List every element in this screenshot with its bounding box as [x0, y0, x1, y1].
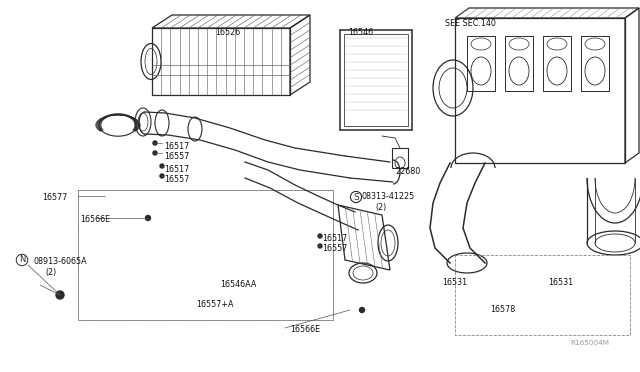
Bar	[78, 190, 333, 320]
Text: S: S	[353, 192, 359, 202]
Text: 16557+A: 16557+A	[196, 300, 234, 309]
Text: SEE SEC.140: SEE SEC.140	[445, 19, 496, 28]
Circle shape	[318, 234, 322, 238]
Circle shape	[360, 308, 365, 312]
Text: 16546AA: 16546AA	[220, 280, 257, 289]
Text: N: N	[19, 256, 25, 264]
Text: 16557: 16557	[322, 244, 348, 253]
Circle shape	[160, 164, 164, 168]
Text: 16557: 16557	[164, 175, 189, 184]
Bar	[581, 36, 609, 91]
Text: 16531: 16531	[548, 278, 573, 287]
Text: 08913-6065A: 08913-6065A	[34, 257, 88, 266]
Bar	[78, 190, 333, 320]
Text: 16578: 16578	[490, 305, 515, 314]
Bar	[455, 255, 630, 335]
Bar	[392, 148, 408, 168]
Circle shape	[318, 244, 322, 248]
Text: 22680: 22680	[395, 167, 420, 176]
Text: 16557: 16557	[164, 152, 189, 161]
Text: (2): (2)	[45, 268, 56, 277]
Text: 16526: 16526	[215, 28, 240, 37]
Text: (2): (2)	[375, 203, 387, 212]
Circle shape	[160, 174, 164, 178]
Text: 16577: 16577	[42, 193, 67, 202]
Bar	[340, 30, 412, 130]
Text: 16566E: 16566E	[80, 215, 110, 224]
Bar	[505, 36, 533, 91]
Text: R165004M: R165004M	[570, 340, 609, 346]
Text: 16566E: 16566E	[290, 325, 320, 334]
Circle shape	[56, 291, 64, 299]
Text: 16546: 16546	[348, 28, 373, 37]
Bar	[467, 36, 495, 91]
Text: 16517: 16517	[164, 165, 189, 174]
Circle shape	[145, 215, 150, 221]
Text: 08313-41225: 08313-41225	[362, 192, 415, 201]
Text: 16517: 16517	[322, 234, 348, 243]
Bar	[344, 34, 408, 126]
Text: 16517: 16517	[164, 142, 189, 151]
Circle shape	[153, 141, 157, 145]
Text: 16531: 16531	[442, 278, 467, 287]
Bar	[543, 36, 571, 91]
Circle shape	[153, 151, 157, 155]
